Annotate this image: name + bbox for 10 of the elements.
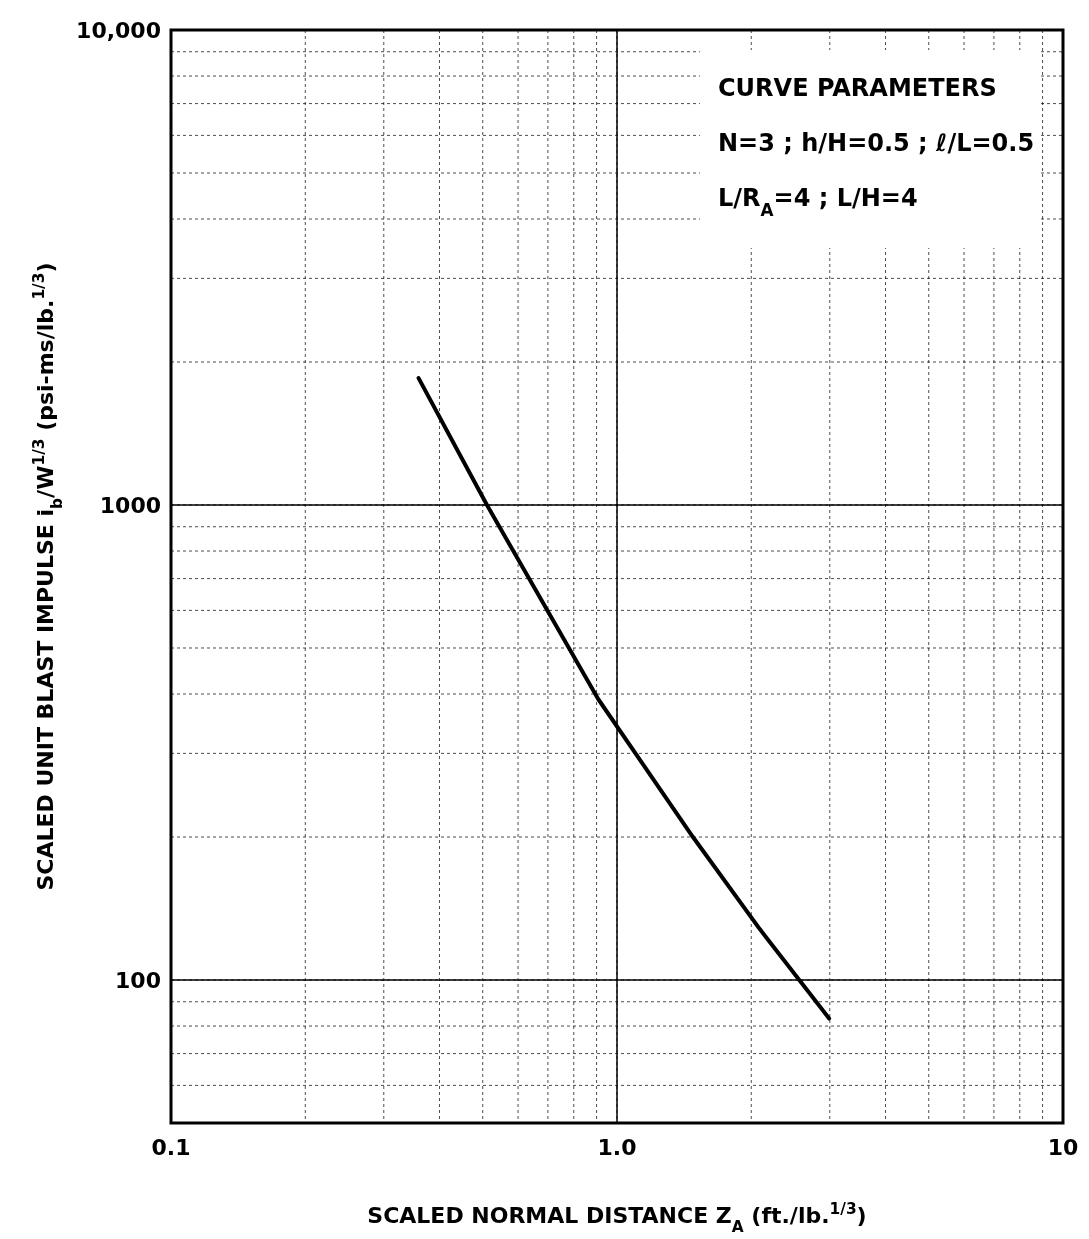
x-tick-label: 1.0 <box>597 1135 637 1160</box>
x-tick-label: 10 <box>1047 1135 1079 1160</box>
x-axis-title: SCALED NORMAL DISTANCE Z$_{A}$ (ft./lb.$^{1/3}$) <box>367 1200 867 1236</box>
x-tick-label: 0.1 <box>151 1135 191 1160</box>
annotation: L/R$_{A}$=4 ; L/H=4 <box>718 184 918 220</box>
y-tick-label: 100 <box>115 968 161 994</box>
y-tick-label: 10,000 <box>76 18 161 43</box>
y-tick-label: 1000 <box>99 493 161 518</box>
annotation: N=3 ; h/H=0.5 ; ℓ/L=0.5 <box>718 129 1035 157</box>
annotation: CURVE PARAMETERS <box>718 74 997 102</box>
